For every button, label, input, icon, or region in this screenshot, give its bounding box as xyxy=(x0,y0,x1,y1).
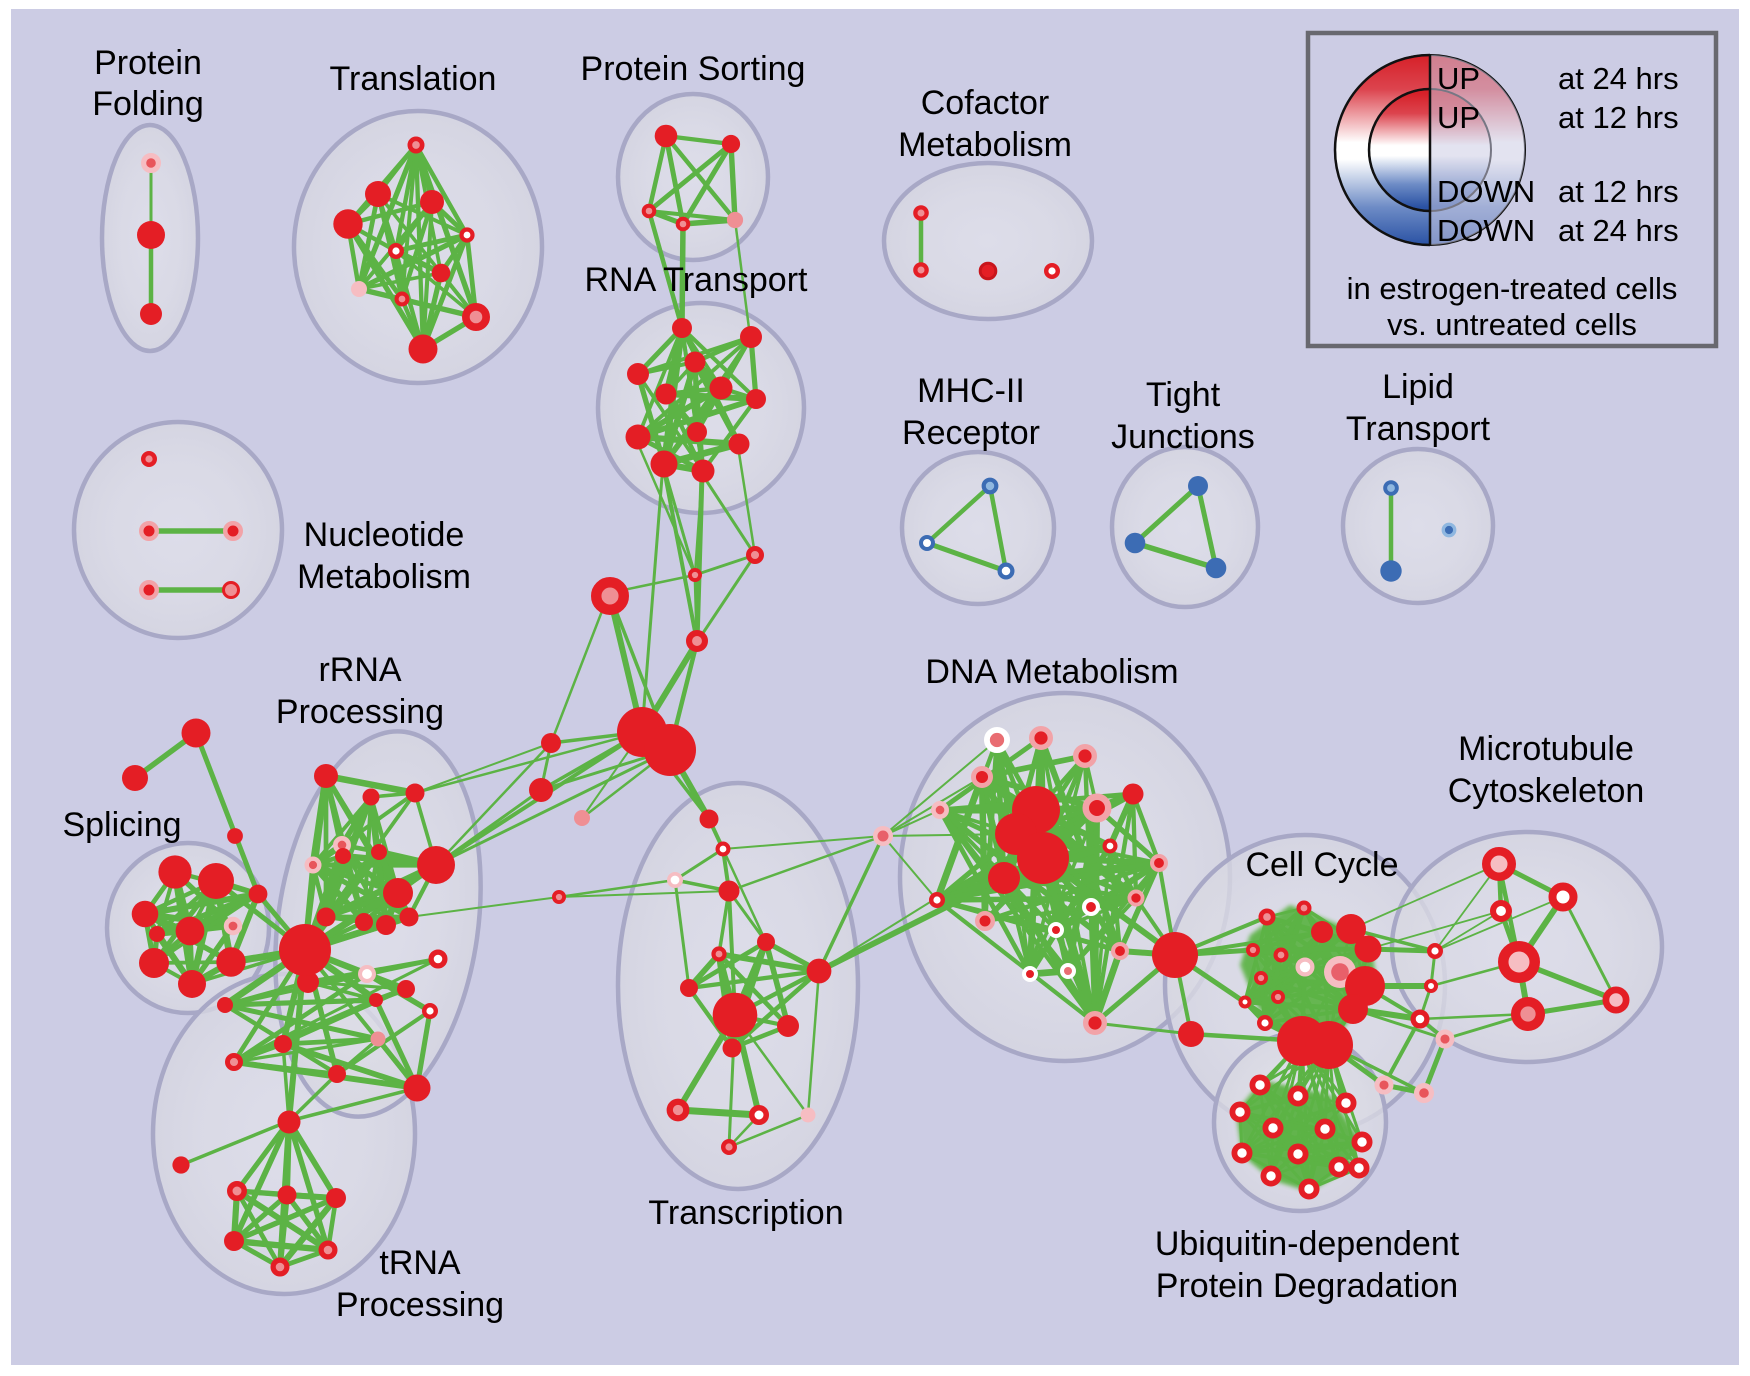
svg-text:at 12 hrs: at 12 hrs xyxy=(1558,100,1679,135)
svg-text:Cytoskeleton: Cytoskeleton xyxy=(1448,772,1645,810)
svg-text:Lipid: Lipid xyxy=(1382,368,1454,406)
svg-text:UP: UP xyxy=(1437,61,1480,96)
svg-text:Processing: Processing xyxy=(276,693,444,731)
svg-text:DOWN: DOWN xyxy=(1437,213,1535,248)
svg-text:vs. untreated cells: vs. untreated cells xyxy=(1387,307,1637,342)
svg-text:Transcription: Transcription xyxy=(648,1194,843,1232)
svg-text:tRNA: tRNA xyxy=(379,1244,461,1282)
svg-text:Protein Degradation: Protein Degradation xyxy=(1156,1267,1458,1305)
svg-text:Folding: Folding xyxy=(92,85,204,123)
svg-text:Metabolism: Metabolism xyxy=(297,558,471,596)
svg-text:rRNA: rRNA xyxy=(318,651,401,689)
svg-text:Metabolism: Metabolism xyxy=(898,126,1072,164)
svg-text:Junctions: Junctions xyxy=(1111,418,1255,456)
svg-text:Ubiquitin-dependent: Ubiquitin-dependent xyxy=(1155,1225,1460,1263)
svg-text:DOWN: DOWN xyxy=(1437,174,1535,209)
svg-text:in estrogen-treated cells: in estrogen-treated cells xyxy=(1347,271,1678,306)
svg-text:RNA Transport: RNA Transport xyxy=(585,261,809,299)
svg-text:Receptor: Receptor xyxy=(902,414,1040,452)
svg-text:Microtubule: Microtubule xyxy=(1458,730,1634,768)
svg-text:UP: UP xyxy=(1437,100,1480,135)
svg-text:Translation: Translation xyxy=(330,60,497,98)
svg-text:Transport: Transport xyxy=(1346,410,1491,448)
svg-text:Protein Sorting: Protein Sorting xyxy=(581,50,806,88)
svg-text:Nucleotide: Nucleotide xyxy=(304,516,465,554)
svg-text:DNA Metabolism: DNA Metabolism xyxy=(925,653,1178,691)
svg-text:MHC-II: MHC-II xyxy=(917,372,1025,410)
svg-text:at 24 hrs: at 24 hrs xyxy=(1558,213,1679,248)
svg-text:Protein: Protein xyxy=(94,44,202,82)
svg-text:at 24 hrs: at 24 hrs xyxy=(1558,61,1679,96)
svg-text:at 12 hrs: at 12 hrs xyxy=(1558,174,1679,209)
svg-text:Tight: Tight xyxy=(1146,376,1221,414)
svg-text:Splicing: Splicing xyxy=(62,806,181,844)
svg-text:Cofactor: Cofactor xyxy=(921,84,1050,122)
svg-text:Processing: Processing xyxy=(336,1286,504,1324)
svg-text:Cell Cycle: Cell Cycle xyxy=(1245,846,1398,884)
